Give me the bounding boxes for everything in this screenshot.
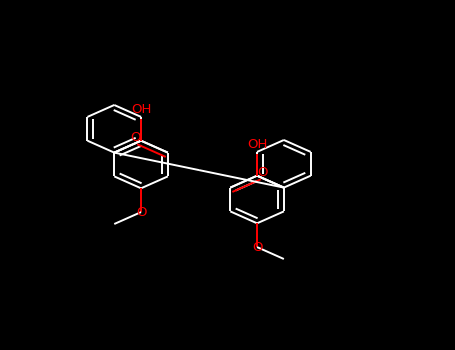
Text: O: O: [130, 131, 141, 144]
Text: O: O: [257, 166, 268, 179]
Text: OH: OH: [131, 104, 151, 117]
Text: OH: OH: [247, 139, 267, 152]
Text: O: O: [136, 205, 147, 219]
Text: O: O: [252, 240, 263, 254]
